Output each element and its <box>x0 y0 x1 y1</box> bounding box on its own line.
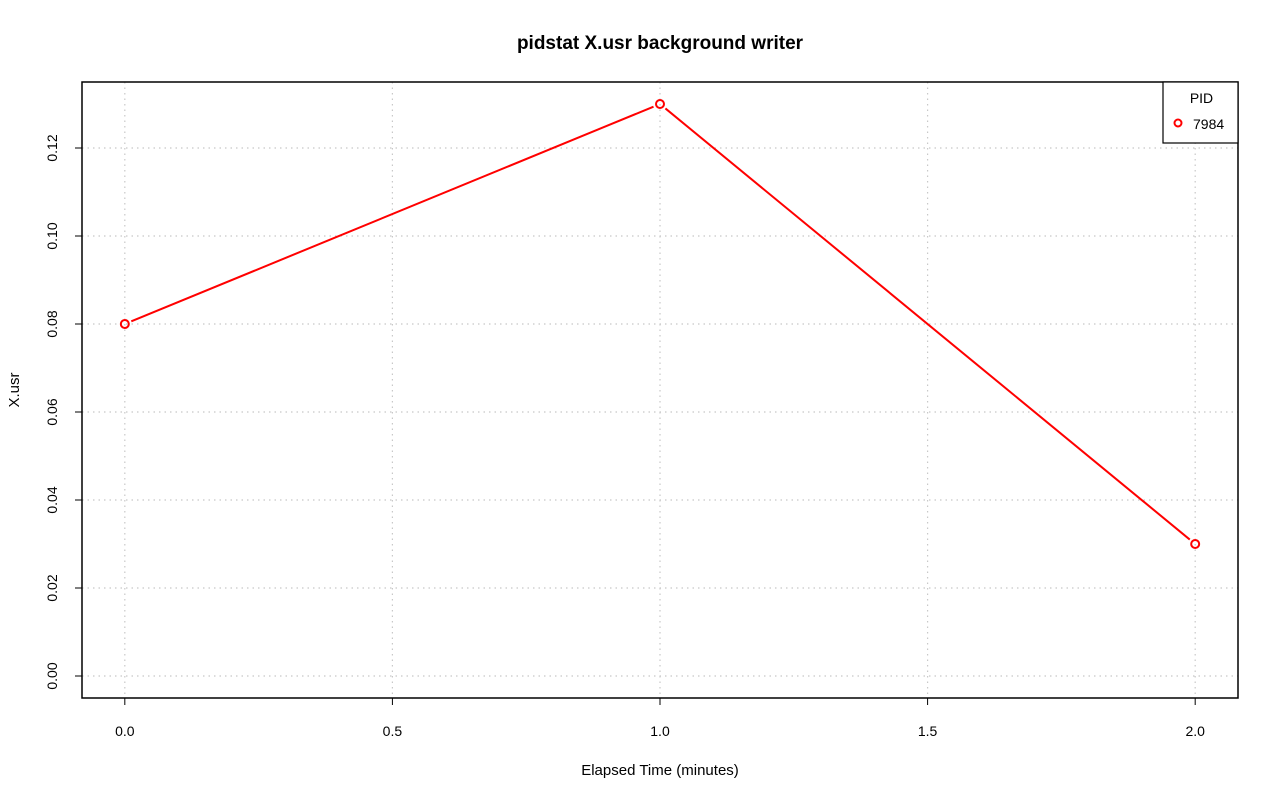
data-point <box>655 99 665 109</box>
x-tick-label: 0.5 <box>383 723 403 739</box>
legend-marker <box>1173 118 1183 128</box>
x-tick-label: 1.5 <box>918 723 938 739</box>
data-point <box>119 319 130 329</box>
x-tick-label: 1.0 <box>650 723 670 739</box>
x-axis: 0.0 0.5 1.0 1.5 2.0 <box>115 697 1205 739</box>
y-tick-label: 0.00 <box>44 662 60 689</box>
y-axis-label: X.usr <box>6 372 23 407</box>
y-axis: 0.00 0.02 0.04 0.06 0.08 0.10 0.12 <box>44 134 82 690</box>
y-tick-label: 0.06 <box>44 398 60 425</box>
series-line-segment <box>664 107 1191 541</box>
series-layer <box>119 99 1201 549</box>
y-tick-label: 0.02 <box>44 574 60 601</box>
y-tick-label: 0.12 <box>44 134 60 161</box>
grid <box>82 82 1238 698</box>
series-line-segment <box>130 105 654 323</box>
data-point <box>1190 539 1201 549</box>
legend: PID 7984 <box>1162 81 1239 144</box>
y-tick-label: 0.10 <box>44 222 60 249</box>
x-tick-label: 0.0 <box>115 723 135 739</box>
x-tick-label: 2.0 <box>1185 723 1205 739</box>
x-axis-label: Elapsed Time (minutes) <box>581 762 739 779</box>
y-tick-label: 0.04 <box>44 486 60 513</box>
legend-box <box>1162 81 1239 144</box>
chart-title: pidstat X.usr background writer <box>517 33 804 54</box>
legend-entry-label: 7984 <box>1193 116 1224 132</box>
y-tick-label: 0.08 <box>44 310 60 337</box>
legend-title: PID <box>1190 90 1213 106</box>
